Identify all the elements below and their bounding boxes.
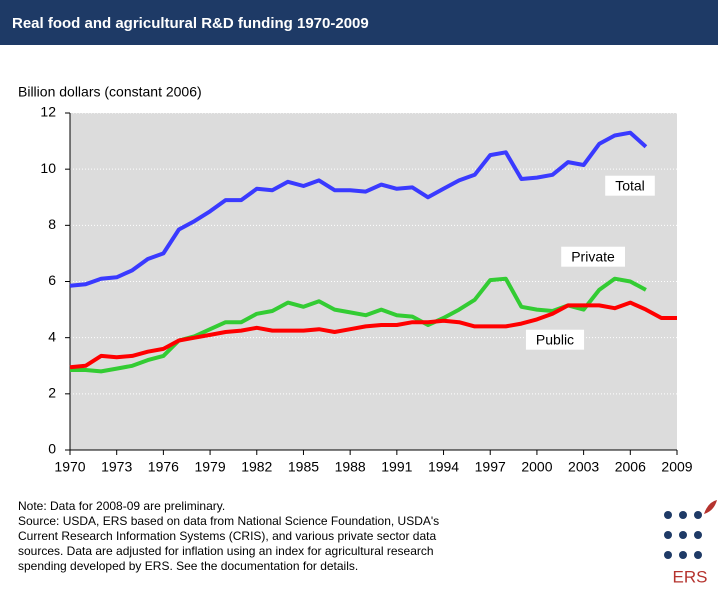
logo-text: ERS [673, 567, 708, 586]
x-tick-label: 1970 [54, 459, 85, 475]
y-tick-label: 6 [48, 272, 56, 288]
series-line [69, 300, 677, 370]
x-tick-label: 2003 [568, 459, 599, 475]
legend-box [525, 329, 585, 350]
x-tick-label: 2009 [661, 459, 692, 475]
legend-label: Total [615, 178, 645, 194]
note-line: Note: Data for 2008-09 are preliminary. [18, 499, 225, 513]
y-tick-label: 2 [48, 385, 56, 401]
header-bar [0, 0, 718, 45]
chart-title: Real food and agricultural R&D funding 1… [12, 15, 369, 32]
y-tick-label: 0 [48, 441, 56, 457]
series-line [69, 130, 648, 288]
x-tick-label: 1973 [101, 459, 132, 475]
y-axis-label: Billion dollars (constant 2006) [18, 84, 202, 100]
x-tick-label: 1979 [194, 459, 225, 475]
y-tick-label: 12 [40, 104, 56, 120]
x-tick-label: 1982 [241, 459, 272, 475]
x-tick-label: 2006 [615, 459, 646, 475]
legend-box [561, 246, 625, 267]
x-tick-label: 1997 [475, 459, 506, 475]
legend-label: Public [536, 332, 574, 348]
note-line: Current Research Information Systems (CR… [18, 529, 436, 543]
logo [664, 500, 717, 559]
note-line: spending developed by ERS. See the docum… [18, 559, 358, 573]
note-line: Source: USDA, ERS based on data from Nat… [18, 514, 439, 528]
x-tick-label: 1976 [148, 459, 179, 475]
note-line: sources. Data are adjusted for inflation… [18, 544, 434, 558]
legend-label: Private [571, 249, 615, 265]
y-tick-label: 8 [48, 216, 56, 232]
x-tick-label: 1985 [288, 459, 319, 475]
x-tick-label: 1994 [428, 459, 459, 475]
series-line [70, 276, 647, 374]
x-tick-label: 2000 [521, 459, 552, 475]
y-tick-label: 4 [48, 328, 56, 344]
y-tick-label: 10 [40, 160, 56, 176]
legend-box [605, 175, 655, 196]
x-tick-label: 1988 [335, 459, 366, 475]
x-tick-label: 1991 [381, 459, 412, 475]
